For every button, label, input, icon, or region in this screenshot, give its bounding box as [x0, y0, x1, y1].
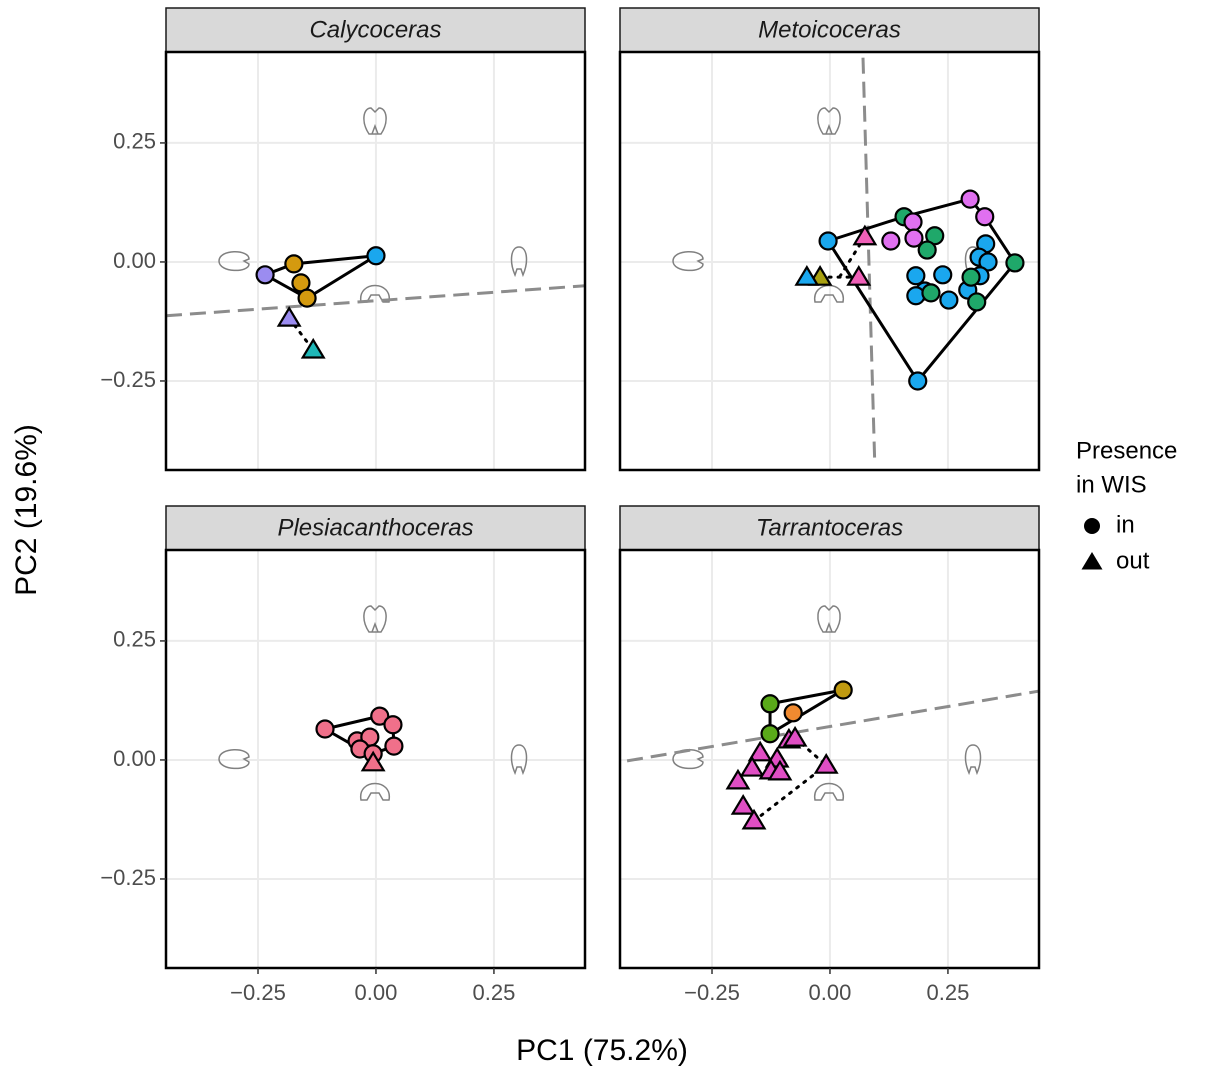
point-in [833, 680, 853, 700]
y-tick-label: 0.25 [113, 129, 156, 154]
legend-key [1084, 518, 1100, 534]
panel: Calycoceras −0.25 0.00 0.25 [100, 7, 587, 472]
point-out [747, 740, 773, 762]
point-in [760, 724, 780, 744]
point-out [276, 305, 302, 327]
trend-line [165, 284, 586, 318]
point-in [1005, 253, 1025, 273]
x-tick-label: 0.00 [355, 980, 398, 1005]
point-in [960, 189, 980, 209]
trend-line [861, 57, 877, 465]
legend-key [1081, 552, 1103, 570]
x-tick-label: 0.00 [809, 980, 852, 1005]
point-in [906, 266, 926, 286]
point-out [360, 750, 386, 772]
x-tick-label: 0.25 [473, 980, 516, 1005]
point-in [783, 703, 803, 723]
legend-label: out [1116, 547, 1150, 574]
x-tick-label: 0.25 [927, 980, 970, 1005]
dotted-link [287, 316, 315, 352]
shell-icon [817, 605, 841, 633]
shell-icon [360, 782, 390, 801]
point-out [739, 755, 765, 777]
x-tick-label: −0.25 [684, 980, 740, 1005]
point-in [366, 246, 386, 266]
shell-icon [817, 107, 841, 135]
point-out [846, 265, 872, 286]
shell-icon [218, 251, 250, 272]
legend-label: in [1116, 511, 1135, 538]
point-in [903, 212, 923, 232]
point-out [300, 337, 326, 359]
panel: Metoicoceras [618, 7, 1041, 472]
point-out [813, 753, 839, 774]
panel-border [164, 50, 587, 472]
panel: Plesiacanthoceras −0.25 0.00 0.25 −0.25 0.00 0… [100, 505, 587, 1005]
point-in [975, 207, 995, 227]
point-in [881, 231, 901, 251]
point-in [933, 265, 953, 285]
y-tick-label: −0.25 [100, 367, 156, 392]
point-out [730, 793, 756, 815]
shell-icon [363, 107, 387, 135]
point-in [255, 265, 275, 285]
shell-icon [964, 744, 982, 776]
point-in [908, 371, 928, 391]
shell-icon [363, 605, 387, 633]
shell-icon [360, 284, 390, 303]
point-in [961, 267, 981, 287]
shell-icon [218, 749, 250, 770]
shell-icon [510, 246, 528, 278]
y-tick-label: 0.25 [113, 627, 156, 652]
point-in [921, 283, 941, 303]
panel-border [618, 50, 1041, 472]
point-in [978, 252, 998, 272]
point-out [767, 759, 793, 781]
hull [768, 688, 844, 737]
y-tick-label: 0.00 [113, 248, 156, 273]
y-tick-label: −0.25 [100, 865, 156, 890]
x-tick-label: −0.25 [230, 980, 286, 1005]
point-in [917, 240, 937, 260]
point-in [818, 231, 838, 251]
legend-title: in WIS [1076, 471, 1147, 498]
strip-background [619, 7, 1040, 53]
shell-icon [672, 251, 704, 272]
point-in [315, 719, 335, 739]
shell-icon [510, 744, 528, 776]
point-in [284, 254, 304, 274]
point-in [383, 715, 403, 735]
point-out [741, 808, 767, 830]
point-out [794, 265, 820, 286]
shell-icon [814, 284, 844, 303]
strip-background [619, 505, 1040, 551]
point-in [904, 228, 924, 248]
trend-line [626, 689, 1041, 763]
point-in [760, 694, 780, 714]
point-in [384, 736, 404, 756]
point-in [939, 290, 959, 310]
strip-label: Plesiacanthoceras [277, 514, 473, 541]
y-tick-label: 0.00 [113, 746, 156, 771]
strip-label: Metoicoceras [758, 16, 901, 43]
point-out [852, 224, 878, 246]
dotted-link [793, 736, 828, 767]
dotted-link [752, 763, 828, 823]
point-in [967, 292, 987, 312]
x-axis-label: PC1 (75.2%) [516, 1034, 688, 1067]
point-out [725, 768, 751, 790]
point-out [782, 725, 808, 747]
legend-title: Presence [1076, 437, 1177, 464]
point-in [297, 288, 317, 308]
shell-icon [814, 782, 844, 801]
y-axis-label: PC2 (19.6%) [10, 424, 43, 596]
point-in [370, 706, 390, 726]
strip-background [165, 7, 586, 53]
strip-label: Tarrantoceras [756, 514, 903, 541]
panel: Tarrantoceras −0.25 0.00 0.25 [618, 505, 1041, 1005]
strip-label: Calycoceras [309, 16, 441, 43]
